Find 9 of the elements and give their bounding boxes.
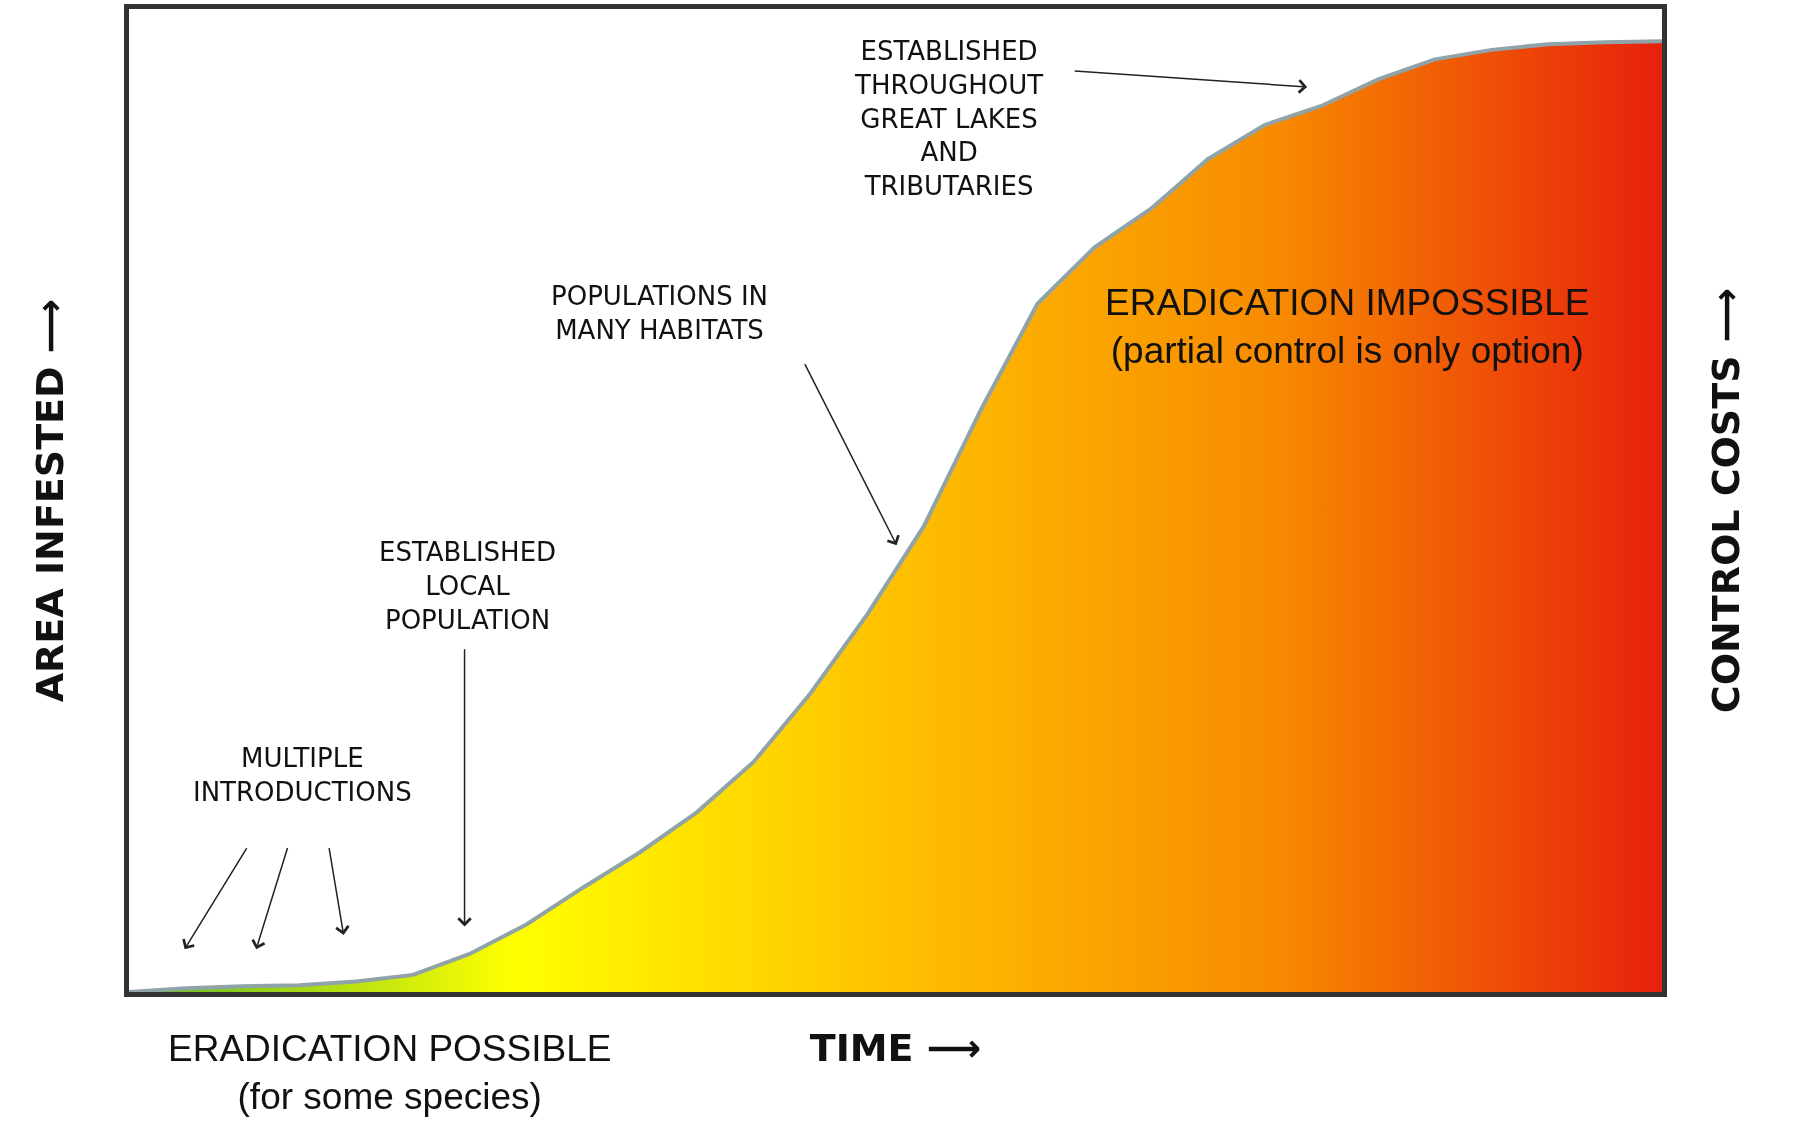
x-axis-title: TIME ⟶ — [809, 1026, 982, 1071]
annotation: ERADICATION IMPOSSIBLE (partial control is only option) — [1105, 282, 1590, 372]
annotation: POPULATIONS IN MANY HABITATS — [551, 281, 769, 345]
y2-axis-title: CONTROL COSTS ⟶ — [1704, 287, 1749, 714]
y-axis-title: AREA INFESTED ⟶ — [28, 298, 73, 703]
annotation: ESTABLISHED THROUGHOUT GREAT LAKES AND TRIBUTARIES — [854, 36, 1044, 202]
text: ERADICATION POSSIBLE (for some species) — [168, 1028, 612, 1118]
annotation: ESTABLISHED LOCAL POPULATION — [379, 537, 557, 635]
annotation: MULTIPLE INTRODUCTIONS — [193, 743, 412, 807]
